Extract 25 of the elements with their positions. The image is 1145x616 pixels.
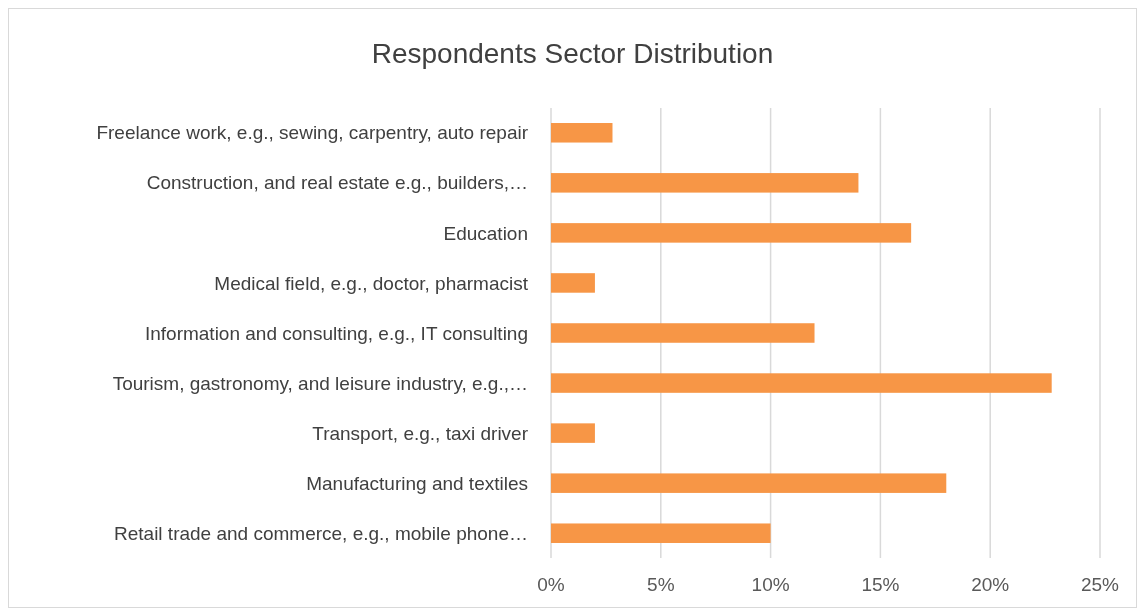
x-tick-label: 20%	[971, 574, 1010, 595]
bar	[551, 473, 947, 493]
y-tick-label: Retail trade and commerce, e.g., mobile phone…	[114, 522, 528, 544]
x-tick-label: 0%	[537, 574, 565, 595]
y-tick-label: Construction, and real estate e.g., builders,…	[146, 172, 528, 194]
x-tick-label: 10%	[751, 574, 790, 595]
y-tick-label: Information and consulting, e.g., IT consulting	[144, 322, 528, 344]
bar	[551, 323, 815, 343]
y-tick-label: Transport, e.g., taxi driver	[312, 422, 529, 444]
bar	[551, 123, 613, 143]
bar	[551, 373, 1052, 393]
chart-title: Respondents Sector Distribution	[371, 38, 774, 69]
bar	[551, 523, 771, 543]
y-tick-label: Tourism, gastronomy, and leisure industry, e.g.,…	[112, 372, 528, 394]
bar	[551, 423, 595, 443]
x-tick-label: 15%	[861, 574, 900, 595]
x-tick-label: 5%	[647, 574, 675, 595]
bar	[551, 173, 859, 193]
bar	[551, 223, 912, 243]
y-tick-label: Manufacturing and textiles	[306, 472, 528, 494]
y-tick-label: Medical field, e.g., doctor, pharmacist	[214, 272, 529, 294]
x-tick-label: 25%	[1080, 574, 1120, 595]
y-tick-label: Freelance work, e.g., sewing, carpentry, auto repair	[96, 122, 529, 144]
bar	[551, 273, 595, 293]
y-tick-label: Education	[443, 222, 528, 244]
